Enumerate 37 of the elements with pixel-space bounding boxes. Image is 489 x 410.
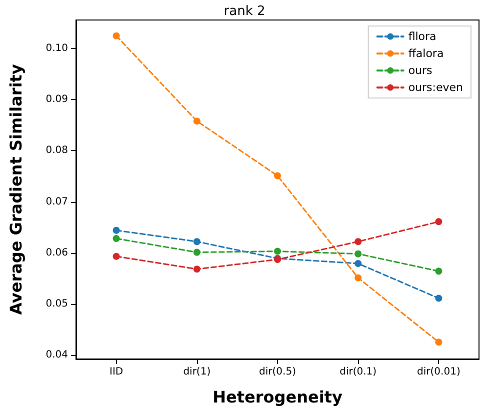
point: [354, 274, 362, 282]
point: [112, 235, 120, 242]
y-tick-label: 0.08: [46, 145, 68, 156]
y-tick-label: 0.07: [46, 196, 68, 208]
point: [112, 252, 120, 260]
point: [193, 248, 200, 256]
y-tick-label: 0.10: [46, 43, 68, 54]
x-axis-title: Heterogeneity: [212, 388, 343, 406]
point: [435, 218, 442, 226]
point: [274, 248, 281, 255]
point: [435, 338, 442, 346]
legend-label: ours: [408, 64, 433, 77]
x-tick-label: dir(0.5): [259, 366, 296, 378]
y-tick-label: 0.06: [46, 247, 68, 258]
point: [112, 32, 120, 40]
legend-label: fllora: [408, 30, 436, 43]
chart-title: rank 2: [224, 4, 266, 19]
point: [354, 250, 362, 258]
point: [112, 226, 120, 234]
point: [193, 118, 200, 125]
point: [193, 238, 200, 246]
point: [274, 172, 281, 180]
x-tick-label: dir(0.01): [417, 366, 460, 378]
x-tick-label: dir(1): [183, 366, 211, 378]
x-tick-label: IID: [109, 366, 124, 378]
point: [435, 294, 442, 302]
point: [193, 266, 200, 273]
point: [354, 260, 362, 268]
y-axis-title: Average Gradient Similarity: [6, 64, 26, 315]
legend-label: ffalora: [408, 47, 444, 60]
legend-label: ours:even: [408, 81, 464, 94]
point: [435, 268, 442, 275]
y-tick-label: 0.09: [46, 94, 68, 106]
x-tick-label: dir(0.1): [340, 366, 377, 378]
point: [354, 238, 362, 246]
y-tick-label: 0.04: [46, 349, 68, 360]
y-tick-label: 0.05: [46, 298, 68, 310]
